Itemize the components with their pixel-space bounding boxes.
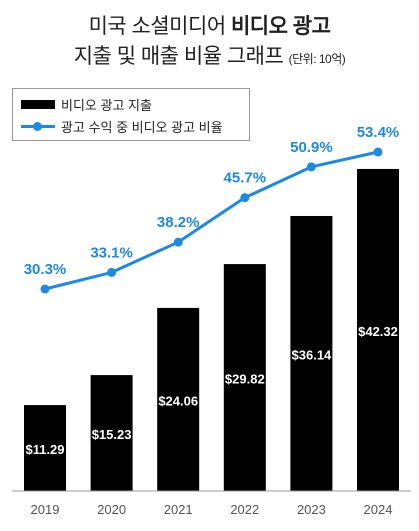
ratio-point-2024 bbox=[373, 147, 383, 157]
ratio-label-2020: 33.1% bbox=[90, 244, 133, 261]
legend-bar-label: 비디오 광고 지출 bbox=[61, 97, 152, 113]
bar-2020 bbox=[90, 375, 133, 491]
bar-label-2020: $15.23 bbox=[92, 427, 132, 442]
bar-2023 bbox=[290, 215, 333, 491]
ratio-label-2023: 50.9% bbox=[290, 139, 333, 156]
ratio-point-2019 bbox=[40, 284, 50, 294]
title-unit: (단위: 10억) bbox=[288, 52, 346, 66]
ratio-point-2023 bbox=[306, 162, 316, 172]
bar-2021 bbox=[157, 307, 200, 491]
ratio-point-2022 bbox=[240, 193, 250, 203]
bar-2019 bbox=[24, 405, 66, 491]
x-tick-2024: 2024 bbox=[364, 502, 393, 517]
x-tick-2019: 2019 bbox=[31, 502, 60, 517]
bar-2022 bbox=[223, 264, 266, 491]
legend-item-bar: 비디오 광고 지출 bbox=[21, 94, 152, 114]
legend-bar-swatch bbox=[21, 99, 55, 109]
x-tick-2021: 2021 bbox=[164, 502, 193, 517]
bar-2024 bbox=[357, 168, 399, 491]
ratio-label-2024: 53.4% bbox=[357, 124, 400, 141]
title-prefix: 미국 소셜미디어 bbox=[88, 15, 231, 38]
ratio-point-2020 bbox=[107, 267, 117, 277]
title-bold: 비디오 광고 bbox=[230, 15, 331, 38]
ratio-line bbox=[44, 150, 379, 291]
bar-label-2021: $24.06 bbox=[158, 393, 198, 408]
legend-line-label: 광고 수익 중 비디오 광고 비율 bbox=[61, 119, 223, 135]
legend-item-line: 광고 수익 중 비디오 광고 비율 bbox=[21, 116, 223, 136]
chart-title-line1: 미국 소셜미디어 비디오 광고 bbox=[0, 10, 419, 40]
bar-label-2022: $29.82 bbox=[225, 372, 265, 387]
x-tick-2022: 2022 bbox=[230, 502, 259, 517]
ratio-point-2021 bbox=[173, 237, 183, 247]
bar-label-2019: $11.29 bbox=[25, 442, 64, 457]
legend-line-swatch bbox=[21, 121, 55, 131]
legend: 비디오 광고 지출 광고 수익 중 비디오 광고 비율 bbox=[12, 88, 250, 141]
bar-label-2024: $42.32 bbox=[358, 324, 398, 339]
ratio-label-2019: 30.3% bbox=[24, 261, 67, 278]
x-tick-2020: 2020 bbox=[97, 502, 126, 517]
ratio-label-2021: 38.2% bbox=[157, 214, 200, 231]
title-main: 지출 및 매출 비율 그래프 bbox=[73, 45, 284, 68]
x-tick-2023: 2023 bbox=[297, 502, 326, 517]
ratio-label-2022: 45.7% bbox=[224, 170, 267, 187]
chart-title-line2: 지출 및 매출 비율 그래프 (단위: 10억) bbox=[0, 40, 419, 70]
bar-label-2023: $36.14 bbox=[292, 347, 333, 362]
